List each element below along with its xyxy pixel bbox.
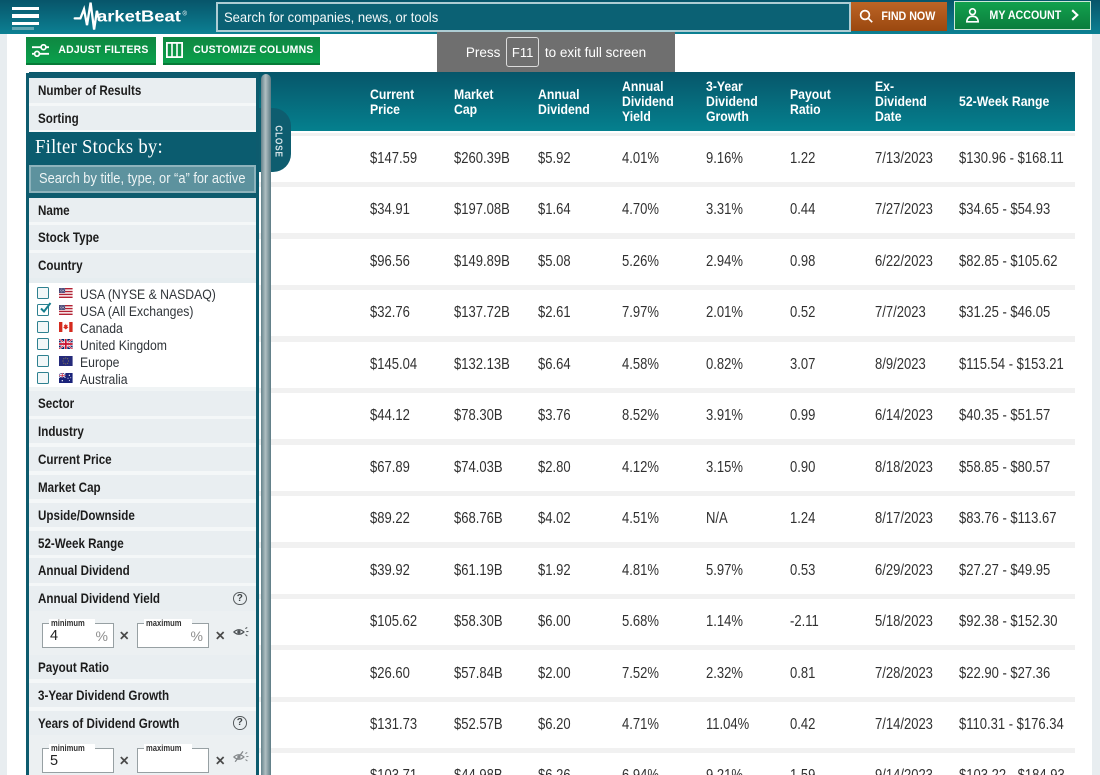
svg-text:®: ® (183, 11, 188, 18)
svg-text:arketBeat: arketBeat (97, 6, 181, 25)
